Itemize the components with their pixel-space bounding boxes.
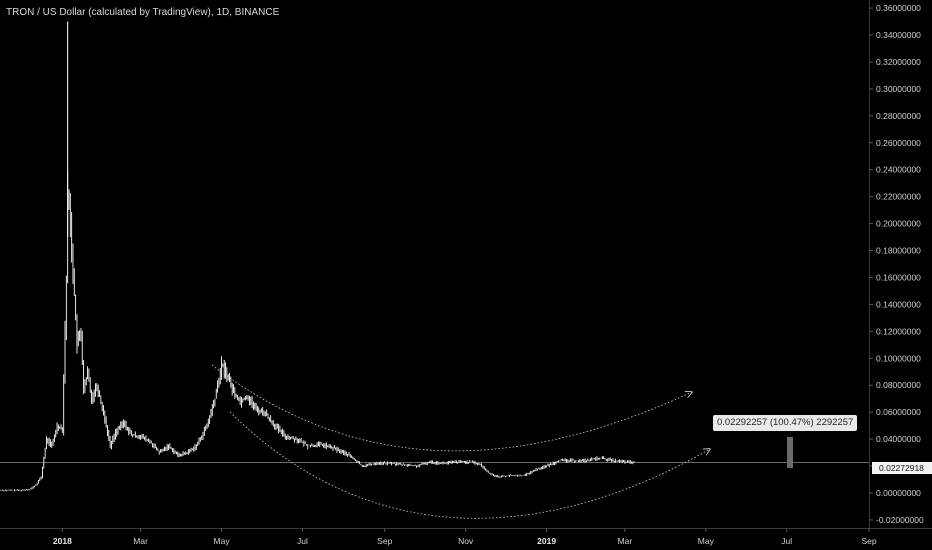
x-tick-label: Mar: [133, 536, 148, 546]
y-tick-label: 0.04000000: [876, 434, 921, 444]
measure-tooltip: 0.02292257 (100.47%) 2292257: [713, 415, 858, 431]
curved-channel-drawings[interactable]: [211, 364, 710, 519]
y-tick-label: 0.18000000: [876, 246, 921, 256]
x-tick-label: May: [698, 536, 715, 546]
y-tick-label: 0.08000000: [876, 380, 921, 390]
y-tick-label: 0.36000000: [876, 3, 921, 13]
chart-title: TRON / US Dollar (calculated by TradingV…: [6, 7, 280, 18]
y-tick-label: 0.16000000: [876, 272, 921, 282]
y-tick-label: -0.02000000: [876, 515, 924, 525]
x-tick-label: 2018: [53, 536, 72, 546]
x-tick-label: Nov: [458, 536, 474, 546]
y-tick-label: 0.14000000: [876, 299, 921, 309]
y-tick-label: 0.32000000: [876, 57, 921, 67]
y-tick-label: 0.24000000: [876, 165, 921, 175]
lower-curve-arrow[interactable]: [229, 411, 710, 519]
y-tick-label: 0.34000000: [876, 30, 921, 40]
y-tick-label: 0.06000000: [876, 407, 921, 417]
last-price-label: 0.02272918: [872, 462, 932, 474]
x-tick-label: 2019: [537, 536, 556, 546]
y-tick-label: 0.22000000: [876, 192, 921, 202]
measure-bar[interactable]: [787, 437, 793, 468]
x-tick-label: Sep: [861, 536, 876, 546]
x-tick-label: Jul: [781, 536, 792, 546]
y-tick-label: 0.12000000: [876, 326, 921, 336]
y-tick-label: 0.10000000: [876, 353, 921, 363]
y-tick-label: 0.26000000: [876, 138, 921, 148]
price-series: [0, 21, 635, 492]
x-tick-label: May: [214, 536, 231, 546]
time-axis[interactable]: 2018 Mar May Jul Sep Nov 2019 Mar May Jul Sep: [53, 528, 877, 546]
x-tick-label: Sep: [377, 536, 392, 546]
y-tick-label: 0.28000000: [876, 111, 921, 121]
x-tick-label: Jul: [297, 536, 308, 546]
y-tick-label: 0.30000000: [876, 84, 921, 94]
y-tick-label: 0.00000000: [876, 488, 921, 498]
upper-curve-arrow[interactable]: [211, 364, 692, 452]
x-tick-label: Mar: [618, 536, 633, 546]
y-tick-label: 0.20000000: [876, 219, 921, 229]
